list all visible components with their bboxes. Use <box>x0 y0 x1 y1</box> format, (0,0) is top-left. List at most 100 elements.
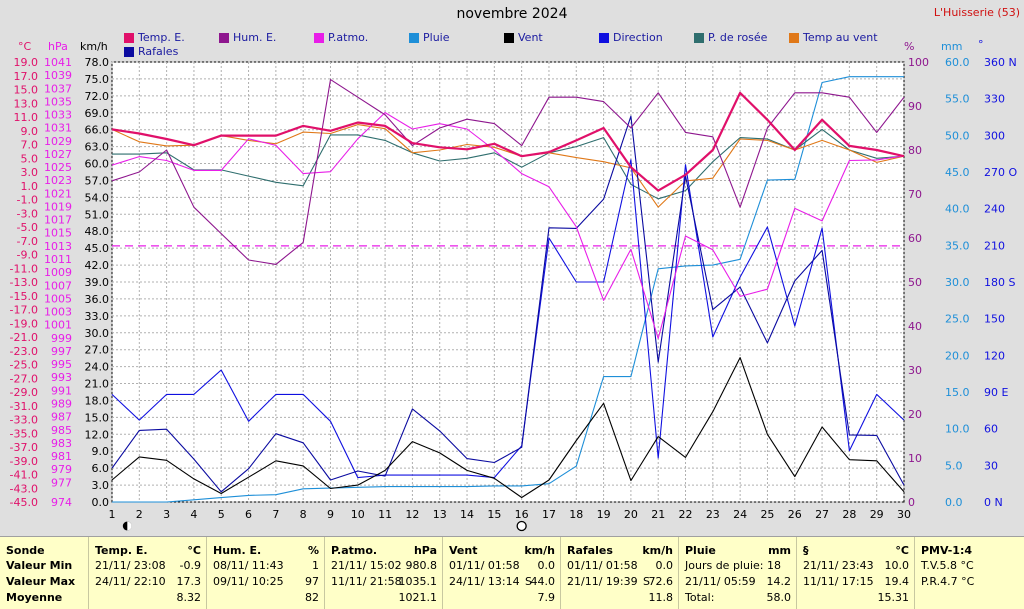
humidity-tick-label: 40 <box>908 320 922 333</box>
speed-tick-label: 63.0 <box>85 141 110 154</box>
temp-tick-label: 15.0 <box>14 84 39 97</box>
mean-value: 11.8 <box>648 591 674 604</box>
speed-tick-label: 27.0 <box>85 344 110 357</box>
pressure-tick-label: 1031 <box>44 122 72 135</box>
x-tick-label: 19 <box>597 508 611 521</box>
stats-unit: km/h <box>642 544 673 557</box>
temp-unit-label: °C <box>18 40 32 53</box>
direction-axis: 360 N 330 300 270 O 240 210 180 S 150 120 90 E 60 3… <box>984 56 1017 509</box>
rain-tick-label: 35.0 <box>945 239 970 252</box>
pressure-axis: 1041103910371035103310311029102710251023… <box>44 56 72 509</box>
rain-tick-label: 50.0 <box>945 129 970 142</box>
rain-tick-label: 0.0 <box>945 496 963 509</box>
legend-label: Temp au vent <box>803 31 878 44</box>
speed-tick-label: 75.0 <box>85 73 110 86</box>
humidity-unit-label: % <box>904 40 915 53</box>
legend-item-vent: Vent <box>504 31 543 44</box>
x-tick-label: 30 <box>897 508 911 521</box>
speed-tick-label: 72.0 <box>85 90 110 103</box>
x-axis: 1 2 3 4 5 6 7 8 9 10 11 12 13 14 15 16 17 18 19 20 21 22 23 24 2… <box>109 508 912 521</box>
x-tick-label: 2 <box>136 508 143 521</box>
pressure-tick-label: 1001 <box>44 319 72 332</box>
mean-value: 15.31 <box>877 591 910 604</box>
legend-label: Hum. E. <box>233 31 277 44</box>
pressure-tick-label: 979 <box>51 463 72 476</box>
legend-swatch <box>789 32 799 43</box>
legend-item-hum: Hum. E. <box>219 31 276 44</box>
pressure-tick-label: 1011 <box>44 253 72 266</box>
rain-tick-label: 10.0 <box>945 423 970 436</box>
temp-tick-label: -41.0 <box>10 469 38 482</box>
x-tick-label: 29 <box>870 508 884 521</box>
max-value: 72.6 <box>648 575 674 588</box>
rain-tick-label: 45.0 <box>945 166 970 179</box>
rain-tick-label: 55.0 <box>945 93 970 106</box>
temp-tick-label: -33.0 <box>10 414 38 427</box>
pressure-tick-label: 1009 <box>44 266 72 279</box>
stats-col-pmv: PMV-1:4 T.V.5.8 °C P.R.4.7 °C <box>914 537 1024 609</box>
series-layer <box>111 76 905 503</box>
stats-col-rafales: Rafales km/h 01/11/ 01:58 0.0 21/11/ 19:39… <box>560 537 679 609</box>
speed-unit-label: km/h <box>80 40 108 53</box>
rain-tick-label: 25.0 <box>945 313 970 326</box>
stats-header: Sonde <box>6 544 45 557</box>
pmv-line-1: T.V.5.8 °C <box>921 559 974 572</box>
temp-tick-label: 11.0 <box>14 111 39 124</box>
speed-tick-label: 0.0 <box>92 496 110 509</box>
temp-tick-label: -37.0 <box>10 441 38 454</box>
speed-tick-label: 30.0 <box>85 327 110 340</box>
direction-tick-label: 300 <box>984 129 1005 142</box>
max-date: 09/11/ 10:25 <box>213 575 284 588</box>
pressure-tick-label: 1017 <box>44 214 72 227</box>
legend-label: P. de rosée <box>708 31 768 44</box>
x-tick-label: 13 <box>433 508 447 521</box>
stats-header: P.atmo. <box>331 544 378 557</box>
stats-unit: °C <box>187 544 201 557</box>
legend-swatch <box>599 32 609 43</box>
rain-tick-label: 30.0 <box>945 276 970 289</box>
x-tick-label: 16 <box>515 508 529 521</box>
pressure-tick-label: 1037 <box>44 82 72 95</box>
series-line-temp-e- <box>111 91 905 192</box>
x-tick-label: 28 <box>842 508 856 521</box>
legend-item-patmo: P.atmo. <box>314 31 368 44</box>
stats-unit: hPa <box>413 544 437 557</box>
stats-unit: km/h <box>524 544 555 557</box>
temp-tick-label: 13.0 <box>14 97 39 110</box>
legend-label: Pluie <box>423 31 450 44</box>
x-tick-label: 21 <box>651 508 665 521</box>
max-direction: S <box>643 575 650 588</box>
humidity-tick-label: 90 <box>908 100 922 113</box>
stats-header: Vent <box>449 544 478 557</box>
min-value: 1 <box>312 559 319 572</box>
row-label-max: Valeur Max <box>6 575 76 588</box>
legend-swatch <box>694 32 704 43</box>
rain-axis: 60.0 55.0 50.0 45.0 40.0 35.0 30.0 25.0 20.0 15.0… <box>945 56 970 509</box>
stats-unit: mm <box>768 544 791 557</box>
min-date: 08/11/ 11:43 <box>213 559 284 572</box>
direction-unit-label: ° <box>978 38 984 51</box>
temp-tick-label: -29.0 <box>10 386 38 399</box>
direction-tick-label: 150 <box>984 313 1005 326</box>
x-tick-label: 24 <box>733 508 747 521</box>
x-tick-label: 3 <box>163 508 170 521</box>
legend-swatch <box>409 32 419 43</box>
mean-value: 82 <box>305 591 319 604</box>
row-label-mean: Moyenne <box>6 591 63 604</box>
pressure-tick-label: 985 <box>51 424 72 437</box>
temp-tick-label: -21.0 <box>10 331 38 344</box>
x-tick-label: 14 <box>460 508 474 521</box>
min-value: 0.0 <box>537 559 556 572</box>
temp-tick-label: -35.0 <box>10 427 38 440</box>
legend-item-dew: P. de rosée <box>694 31 767 44</box>
stats-header: Temp. E. <box>95 544 148 557</box>
stats-col-hum: Hum. E.% 08/11/ 11:43 1 09/11/ 10:25 97 82 <box>206 537 325 609</box>
x-tick-label: 11 <box>378 508 392 521</box>
legend-item-windchill: Temp au vent <box>789 31 878 44</box>
series-line-vent <box>111 357 905 499</box>
min-date: 21/11/ 23:43 <box>803 559 874 572</box>
speed-tick-label: 33.0 <box>85 310 110 323</box>
pressure-tick-label: 989 <box>51 397 72 410</box>
pressure-tick-label: 1027 <box>44 148 72 161</box>
speed-tick-label: 12.0 <box>85 428 110 441</box>
